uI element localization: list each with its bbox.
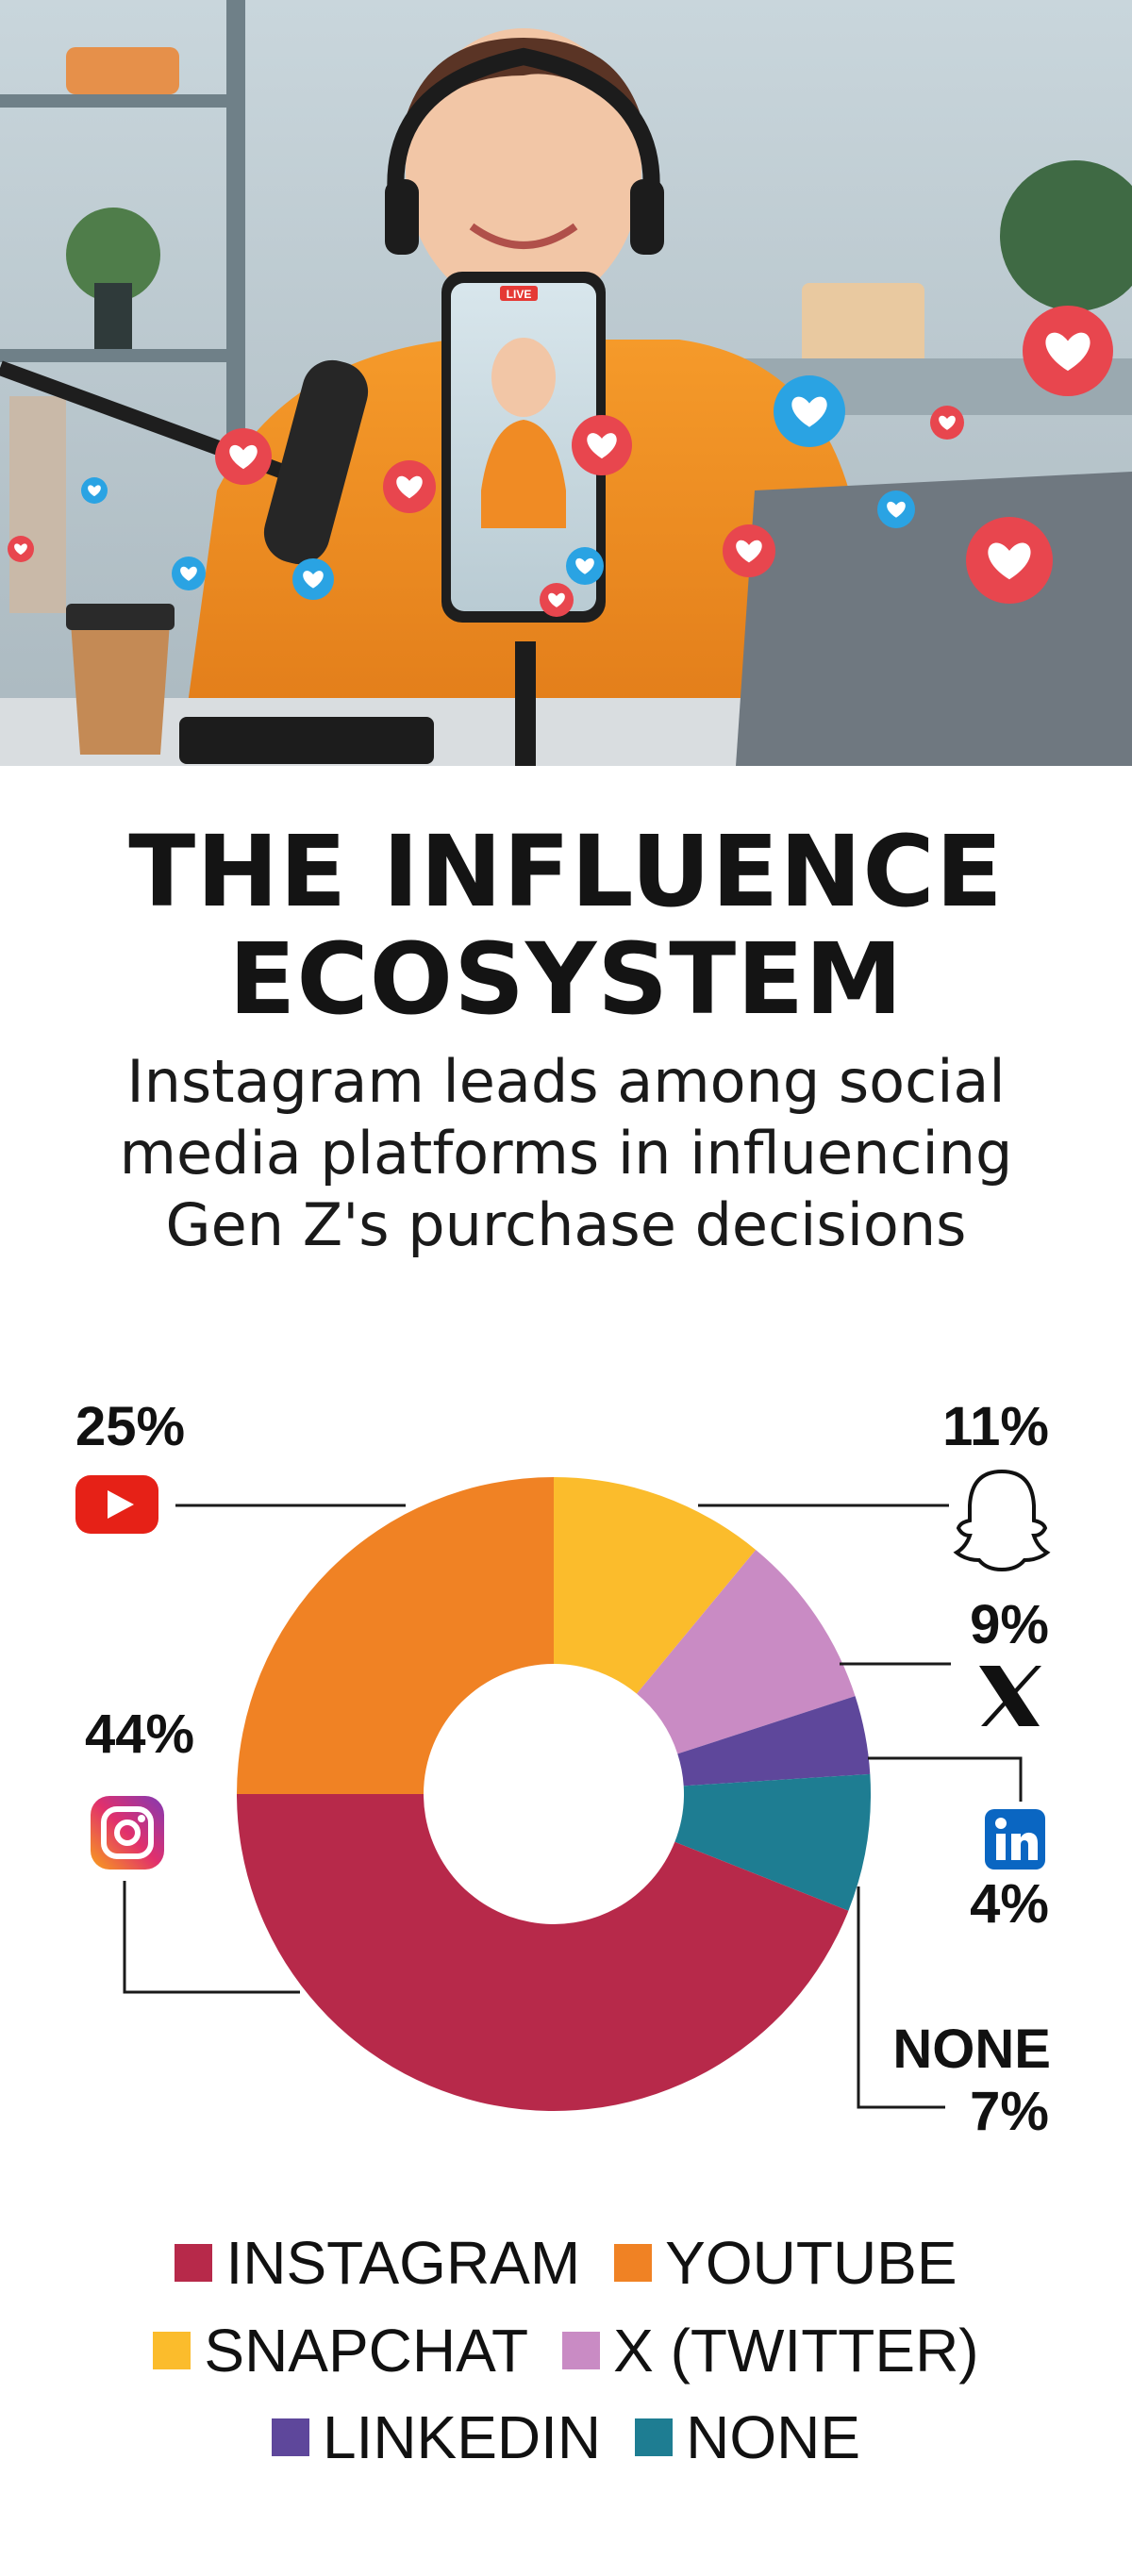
legend-item-instagram: INSTAGRAM	[175, 2233, 580, 2293]
legend-item-linkedin: LINKEDIN	[271, 2403, 602, 2471]
legend-swatch-none	[635, 2418, 674, 2456]
legend-item-none: NONE	[635, 2407, 860, 2468]
slice-x-twitter	[636, 1550, 856, 1754]
value-label-linkedin: 4%	[970, 1873, 1049, 1935]
linkedin-icon	[985, 1809, 1045, 1870]
heart-icon	[939, 415, 956, 430]
heart-icon	[303, 571, 324, 589]
chart-subtitle-line-3: Gen Z's purchase decisions	[165, 1190, 967, 1259]
slice-instagram	[237, 1794, 849, 2111]
legend-row-3: LINKEDIN NONE	[0, 2407, 1132, 2468]
heart-icon	[14, 543, 27, 556]
legend-item-snapchat: SNAPCHAT	[153, 2320, 528, 2381]
heart-icon	[88, 485, 101, 497]
snapchat-icon	[953, 1469, 1051, 1572]
heart-icon	[736, 540, 762, 563]
instagram-icon	[91, 1796, 164, 1870]
slice-snapchat	[554, 1477, 757, 1694]
value-label-x: 9%	[970, 1594, 1049, 1655]
slice-linkedin	[677, 1696, 871, 1787]
heart-icon	[396, 475, 423, 499]
heart-icon	[1045, 332, 1090, 372]
legend-label-none: NONE	[686, 2403, 861, 2471]
hero-photo: LIVE	[0, 0, 1132, 766]
youtube-icon	[75, 1475, 158, 1534]
legend-label-x: X (TWITTER)	[613, 2317, 979, 2385]
legend-swatch-instagram	[175, 2244, 213, 2282]
legend-item-x: X (TWITTER)	[562, 2317, 979, 2385]
legend-label-youtube: YOUTUBE	[665, 2229, 957, 2297]
heart-icon	[229, 444, 258, 470]
legend-row-1: INSTAGRAM YOUTUBE	[0, 2233, 1132, 2293]
heart-icon	[587, 433, 617, 459]
legend-label-snapchat: SNAPCHAT	[204, 2317, 529, 2385]
value-label-instagram: 44%	[85, 1703, 194, 1765]
category-label-none: NONE	[892, 2019, 1051, 2080]
legend-swatch-snapchat	[153, 2332, 191, 2369]
legend-swatch-linkedin	[271, 2418, 309, 2456]
chart-subtitle-line-2: media platforms in influencing	[119, 1119, 1013, 1188]
donut-chart: 25% 11% 9% 44% 4% NONE 7%	[75, 1396, 1051, 2142]
heart-icon	[575, 557, 594, 574]
legend-label-instagram: INSTAGRAM	[225, 2229, 581, 2297]
live-badge: LIVE	[507, 288, 532, 301]
legend-swatch-x	[562, 2332, 601, 2369]
heart-icon	[180, 566, 197, 581]
legend-swatch-youtube	[614, 2244, 653, 2282]
value-label-none: 7%	[970, 2081, 1049, 2142]
heart-icon	[988, 542, 1031, 580]
x-icon	[979, 1666, 1041, 1726]
chart-title-line-1: THE INFLUENCE	[128, 814, 1004, 929]
legend-row-2: SNAPCHAT X (TWITTER)	[0, 2320, 1132, 2381]
slice-youtube	[237, 1477, 554, 1794]
slice-none	[674, 1773, 872, 1911]
value-label-snapchat: 11%	[942, 1396, 1049, 1457]
chart-subtitle-line-1: Instagram leads among social	[126, 1047, 1006, 1116]
heart-icon	[887, 501, 906, 518]
legend-item-youtube: YOUTUBE	[614, 2233, 957, 2293]
heart-icon	[791, 396, 827, 427]
legend-label-linkedin: LINKEDIN	[322, 2403, 602, 2471]
leader-line-linkedin	[868, 1756, 1023, 1802]
leader-line-none	[857, 1886, 945, 2109]
value-label-youtube: 25%	[75, 1396, 185, 1457]
heart-icon	[548, 592, 565, 607]
leader-line-instagram	[123, 1881, 300, 1994]
chart-title-line-2: ECOSYSTEM	[228, 922, 904, 1037]
